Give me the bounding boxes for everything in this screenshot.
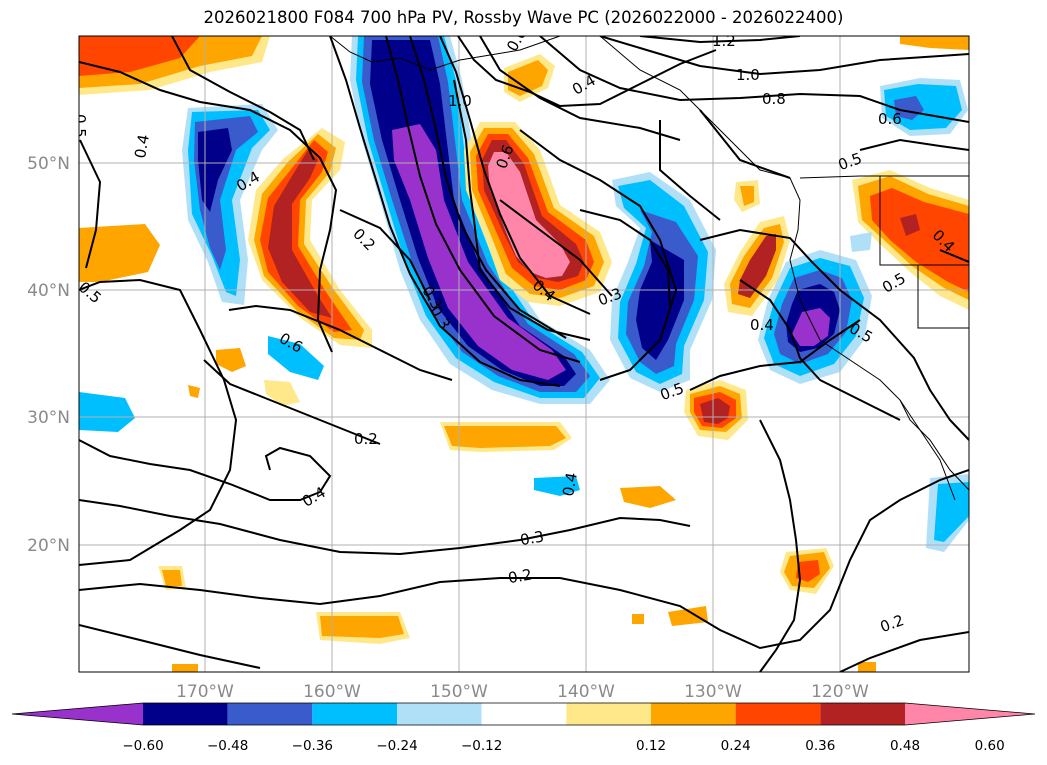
contour-label: 0.8: [762, 90, 786, 108]
anomaly-negative-ne-core: [894, 96, 924, 120]
anomaly-negative-135w-core: [636, 240, 684, 360]
contour-labels: 0.5 0.4 0.4 1.0 0.6 0.2 0.3 0.3 0.4 0.3 …: [71, 32, 958, 636]
lon-label-170w: 170°W: [176, 682, 234, 702]
anomaly-positive-127w-42n-core: [738, 234, 776, 298]
anomaly-negative-w: [79, 392, 135, 432]
colorbar-tick-label: −0.48: [207, 738, 248, 754]
anomaly-negative-143w-25n: [534, 476, 580, 496]
colorbar-swatch: [397, 703, 482, 725]
colorbar-tick-label: 0.24: [721, 738, 751, 754]
colorbar-swatch: [820, 703, 905, 725]
latitude-labels: 50°N 40°N 30°N 20°N: [27, 154, 70, 556]
lon-label-130w: 130°W: [684, 682, 742, 702]
anomaly-positive-w: [79, 224, 160, 282]
colorbar-tick-label: 0.36: [805, 738, 835, 754]
contour-label: 0.4: [750, 316, 774, 334]
contour-label: 0.2: [354, 430, 378, 448]
colorbar-tick-label: 0.60: [975, 738, 1005, 754]
anomaly-negative-121w-37n-core: [792, 308, 830, 346]
colorbar-extension-max: [905, 703, 1035, 725]
lat-label-30n: 30°N: [27, 408, 70, 428]
colorbar-swatch: [143, 703, 228, 725]
colorbar-swatch: [566, 703, 651, 725]
anomaly-positive-113w-core: [900, 214, 920, 236]
colorbar-tick-labels: −0.60 −0.48 −0.36 −0.24 −0.12 0.12 0.24 0.36 0.4…: [122, 738, 1004, 754]
pv-filled-anomalies: [79, 36, 969, 672]
colorbar-tick-label: −0.60: [122, 738, 163, 754]
anomaly-positive-ne-edge: [900, 36, 969, 50]
contour-label: 0.3: [519, 527, 546, 549]
colorbar-swatch: [227, 703, 313, 725]
colorbar: [11, 702, 1036, 726]
anomaly-positive-bottom-right: [858, 662, 876, 672]
lat-label-40n: 40°N: [27, 281, 70, 301]
anomaly-positive-151w-29n-core: [444, 426, 566, 448]
map-plot-area: 0.5 0.4 0.4 1.0 0.6 0.2 0.3 0.3 0.4 0.3 …: [71, 32, 969, 672]
colorbar-tick-label: 0.12: [636, 738, 666, 754]
colorbar-swatch: [735, 703, 821, 725]
contour-label: 0.2: [507, 565, 534, 587]
map-title: 2026021800 F084 700 hPa PV, Rossby Wave …: [203, 8, 844, 27]
contour-label: 1.2: [712, 32, 736, 50]
anomaly-positive-132w-13n: [668, 606, 708, 626]
anomaly-positive-113w-3: [870, 188, 969, 292]
anomaly-positive-138w-13n: [632, 614, 644, 624]
lon-label-120w: 120°W: [811, 682, 869, 702]
anomaly-positive-168w-35n: [216, 348, 246, 372]
lat-label-50n: 50°N: [27, 154, 70, 174]
colorbar-swatch: [651, 703, 736, 725]
contour-label: 0.6: [878, 110, 902, 128]
lon-label-160w: 160°W: [303, 682, 361, 702]
colorbar-outline: [11, 702, 1036, 726]
colorbar-tick-label: −0.24: [376, 738, 417, 754]
gridlines: [79, 36, 969, 672]
anomaly-negative-ne-2: [884, 84, 962, 130]
anomaly-negative-112w-25n-core: [934, 482, 969, 542]
anomaly-positive-157w-13n-core: [320, 616, 404, 638]
lat-label-20n: 20°N: [27, 536, 70, 556]
contour-label: 1.0: [736, 66, 760, 84]
anomaly-positive-163w-32n: [264, 380, 300, 406]
contour-label: 0.5: [71, 114, 89, 138]
colorbar-swatch: [481, 703, 567, 725]
colorbar-tick-label: −0.12: [461, 738, 502, 754]
anomaly-positive-160w-inner: [268, 150, 332, 318]
anomaly-positive-172w-17n-core: [162, 570, 182, 586]
contour-label: 0.4: [559, 471, 581, 498]
colorbar-tick-label: 0.48: [890, 738, 920, 754]
anomaly-positive-160w-core: [260, 140, 352, 332]
contour-label: 1.0: [448, 92, 472, 110]
colorbar-tick-label: −0.36: [292, 738, 333, 754]
anomaly-positive-145w-core: [488, 152, 570, 278]
longitude-labels: 170°W 160°W 150°W 140°W 130°W 120°W: [176, 682, 869, 702]
anomaly-positive-172w-32n: [188, 385, 200, 398]
colorbar-swatch-min: [12, 703, 143, 725]
lon-label-140w: 140°W: [557, 682, 615, 702]
map-frame: [78, 35, 970, 673]
anomaly-positive-122w-18n-core: [796, 560, 820, 582]
anomaly-negative-170w-inner: [198, 128, 232, 212]
anomaly-positive-127w-48n-core: [740, 186, 754, 206]
colorbar-swatch: [312, 703, 397, 725]
anomaly-positive-135w-23n: [620, 486, 676, 508]
anomaly-negative-115w-42n: [850, 232, 872, 252]
pv-contours: [79, 36, 969, 672]
contour-label: 0.4: [131, 133, 153, 160]
anomaly-positive-bottom: [172, 664, 198, 672]
anomaly-positive-nw-inner: [79, 36, 200, 76]
anomaly-negative-main-band-core: [392, 124, 566, 380]
lon-label-150w: 150°W: [430, 682, 488, 702]
anomaly-negative-165w-37n: [268, 336, 324, 380]
